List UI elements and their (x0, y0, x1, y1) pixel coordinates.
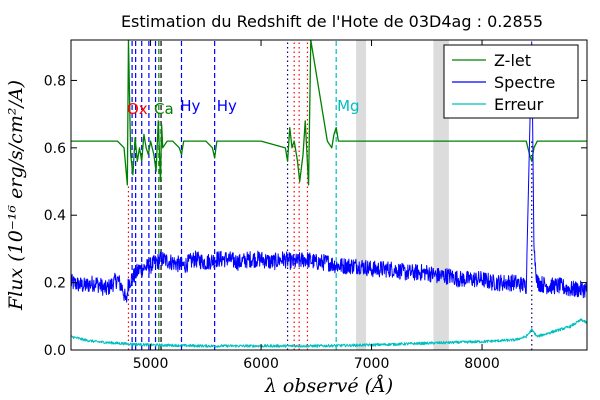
emission-label-2: Hy (180, 97, 200, 115)
y-tick-label-4: 0.8 (44, 73, 66, 89)
emission-label-1: Ca (154, 100, 174, 118)
data-series (71, 40, 587, 348)
y-tick-label-0: 0.0 (44, 343, 66, 359)
emission-label-4: Mg (337, 97, 359, 115)
emission-line-labels: Ox Ca Hy Hy Mg (127, 97, 360, 118)
y-tick-label-1: 0.2 (44, 276, 66, 292)
x-tick-label-0: 5000 (133, 356, 169, 372)
shaded-band-0 (356, 40, 367, 350)
plot-frame (70, 39, 588, 351)
y-tick-label-2: 0.4 (44, 208, 66, 224)
x-axis-ticks: 5000 6000 7000 8000 (133, 40, 500, 372)
x-tick-label-1: 6000 (243, 356, 279, 372)
emission-lines (127, 40, 533, 350)
legend-label-spectre: Spectre (494, 73, 555, 92)
legend: Z-let Spectre Erreur (443, 44, 579, 119)
x-tick-label-2: 7000 (354, 356, 390, 372)
x-axis-label: λ observé (Å) (264, 375, 393, 397)
emission-label-3: Hy (217, 97, 237, 115)
emission-label-0: Ox (127, 100, 148, 118)
y-axis-label: Flux (10⁻¹⁶ erg/s/cm²/A) (5, 80, 27, 311)
series-line-erreur (71, 318, 587, 348)
chart-title: Estimation du Redshift de l'Hote de 03D4… (121, 12, 543, 31)
series-line-spectre (71, 41, 587, 303)
y-axis-ticks: 0.0 0.2 0.4 0.6 0.8 (44, 73, 587, 359)
legend-label-zlet: Z-let (494, 51, 531, 70)
legend-label-erreur: Erreur (494, 95, 544, 114)
series-line-z-let (71, 40, 587, 186)
x-tick-label-3: 8000 (464, 356, 500, 372)
y-tick-label-3: 0.6 (44, 141, 66, 157)
